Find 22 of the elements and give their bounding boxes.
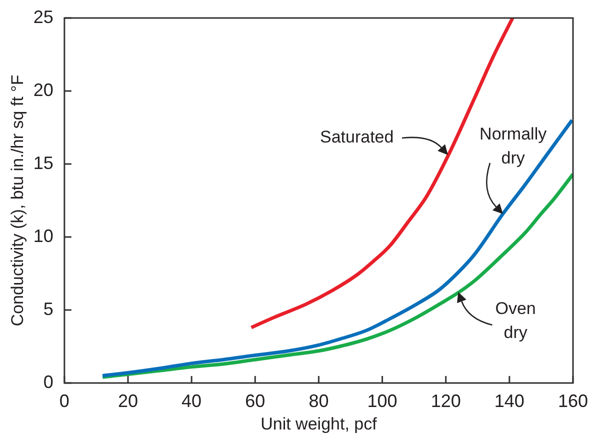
x-axis-title: Unit weight, pcf bbox=[260, 414, 378, 434]
x-tick-label: 0 bbox=[59, 390, 70, 411]
y-tick-label: 5 bbox=[43, 298, 54, 319]
x-tick-label: 40 bbox=[182, 390, 202, 411]
y-axis-title: Conductivity (k), btu in./hr sq ft °F bbox=[8, 74, 27, 326]
annotation: Oven dry bbox=[495, 299, 536, 342]
line-series bbox=[100, 118, 573, 378]
y-tick-label: 20 bbox=[33, 80, 54, 100]
x-tick-label: 100 bbox=[367, 390, 398, 411]
x-tick-label: 140 bbox=[494, 390, 524, 411]
y-tick-label: 15 bbox=[33, 152, 54, 173]
x-tick-label: 120 bbox=[430, 390, 461, 411]
line-series bbox=[100, 172, 573, 379]
annotation: Normally dry bbox=[480, 124, 548, 168]
x-tick-label: 160 bbox=[558, 390, 588, 411]
x-tick-label: 60 bbox=[245, 390, 266, 411]
x-tick-label: 80 bbox=[308, 390, 329, 411]
annotation: Saturated bbox=[320, 127, 394, 146]
x-tick-label: 20 bbox=[118, 390, 138, 411]
y-tick-label: 0 bbox=[43, 372, 54, 392]
y-tick-label: 25 bbox=[33, 6, 54, 27]
y-tick-label: 10 bbox=[33, 226, 54, 246]
